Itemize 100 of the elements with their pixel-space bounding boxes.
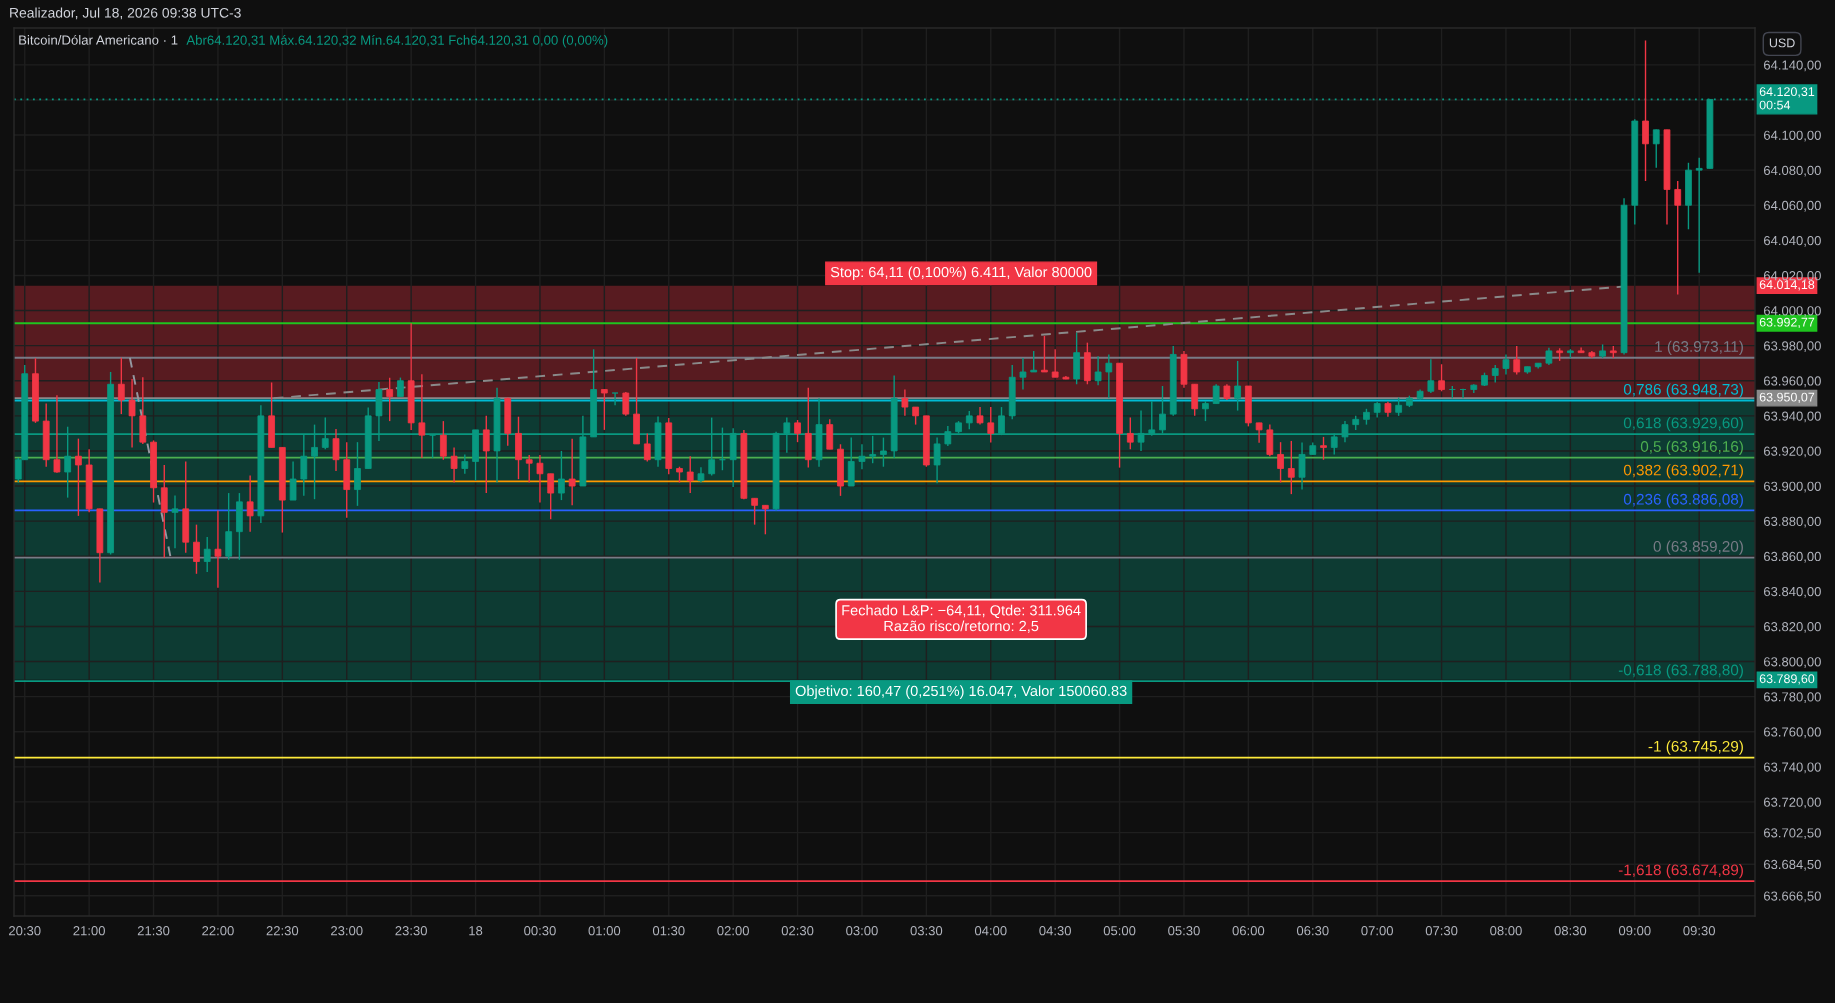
candlestick xyxy=(1395,396,1403,417)
candlestick xyxy=(600,388,608,431)
candlestick xyxy=(246,474,254,533)
x-tick-label: 07:30 xyxy=(1425,926,1458,936)
candlestick xyxy=(1019,357,1027,391)
annotation: 63.992,77 xyxy=(1759,317,1815,329)
x-tick-label: 06:30 xyxy=(1296,926,1329,936)
x-tick-label: 18 xyxy=(469,926,483,936)
candlestick xyxy=(397,376,404,398)
candlestick xyxy=(686,455,694,494)
y-tick-label: 63.860,00 xyxy=(1764,551,1821,563)
x-tick-label: 08:00 xyxy=(1490,926,1522,936)
x-tick-label: 03:00 xyxy=(846,926,878,936)
candlestick xyxy=(450,446,458,484)
x-tick-label: 04:30 xyxy=(1039,926,1071,936)
y-tick-label: 63.900,00 xyxy=(1764,481,1821,493)
y-tick-label: 64.040,00 xyxy=(1764,235,1821,247)
x-tick-label: 02:30 xyxy=(781,926,814,936)
candlestick xyxy=(1502,353,1510,376)
candlestick xyxy=(880,436,887,468)
x-tick-label: 23:00 xyxy=(331,926,363,936)
ref-line-label: 0,236 (63.886,08) xyxy=(1623,493,1743,508)
candlestick xyxy=(214,509,222,589)
candlestick xyxy=(901,388,909,417)
candlestick xyxy=(858,443,866,470)
candlestick xyxy=(1030,350,1038,373)
candlestick xyxy=(1674,180,1682,296)
x-tick-label: 09:30 xyxy=(1683,926,1716,936)
x-tick-label: 22:00 xyxy=(202,926,234,936)
annotation: 63.950,07 xyxy=(1759,392,1815,403)
candlestick xyxy=(1094,355,1102,386)
candlestick xyxy=(525,454,533,484)
candlestick xyxy=(386,377,394,422)
candlestick xyxy=(1438,363,1445,392)
candlestick xyxy=(1051,348,1059,378)
candlestick xyxy=(547,473,555,520)
candlestick xyxy=(418,373,426,459)
x-tick-label: 01:30 xyxy=(652,926,685,936)
candlestick xyxy=(933,436,941,484)
candlestick xyxy=(1212,383,1220,405)
candlestick xyxy=(117,357,125,415)
candlestick xyxy=(289,460,297,501)
ref-line-label: -1,618 (63.674,89) xyxy=(1618,864,1743,879)
candlestick xyxy=(75,437,82,517)
ref-line-label: -0,618 (63.788,80) xyxy=(1618,664,1743,679)
candlestick xyxy=(1513,345,1521,376)
y-tick-label: 63.960,00 xyxy=(1764,376,1821,388)
x-tick-label: 02:00 xyxy=(717,926,749,936)
candlestick xyxy=(332,428,340,472)
candlestick xyxy=(794,419,801,443)
x-tick-label: 05:00 xyxy=(1103,926,1136,936)
x-tick-label: 23:30 xyxy=(395,926,427,936)
x-tick-label: 22:30 xyxy=(266,926,299,936)
candlestick xyxy=(1320,436,1327,461)
candlestick xyxy=(1105,353,1113,399)
candlestick xyxy=(439,420,447,461)
x-tick-label: 01:00 xyxy=(588,926,621,936)
annotation: 63.789,60 xyxy=(1759,674,1815,685)
ref-line-label: 0,5 (63.916,16) xyxy=(1640,440,1743,455)
y-tick-label: 64.080,00 xyxy=(1764,165,1821,177)
annotation: 64.014,18 xyxy=(1759,280,1815,291)
band-label: Stop: 64,11 (0,100%) 6.411, Valor 80000 xyxy=(830,266,1092,281)
candlestick xyxy=(643,432,651,463)
y-tick-label: 63.702,50 xyxy=(1764,828,1821,840)
y-tick-label: 63.666,50 xyxy=(1764,891,1821,903)
ref-line-label: 0,786 (63.948,73) xyxy=(1623,383,1743,398)
candlestick xyxy=(53,394,61,474)
candlestick xyxy=(461,453,469,475)
candlestick xyxy=(1652,128,1660,169)
candlestick xyxy=(1277,441,1284,484)
chart-title: Bitcoin/Dólar Americano · 1 xyxy=(19,34,178,45)
x-tick-label: 03:30 xyxy=(910,926,943,936)
candlestick xyxy=(1287,440,1295,495)
y-tick-label: 63.940,00 xyxy=(1764,411,1821,423)
candlestick xyxy=(761,504,769,535)
y-tick-label: 63.980,00 xyxy=(1764,341,1821,353)
y-tick-label: 64.100,00 xyxy=(1764,130,1821,142)
y-tick-label: 63.840,00 xyxy=(1764,586,1821,598)
y-tick-label: 63.780,00 xyxy=(1764,692,1821,704)
candlestick xyxy=(1298,441,1306,491)
x-tick-label: 08:30 xyxy=(1554,926,1587,936)
x-tick-label: 21:30 xyxy=(137,926,170,936)
ref-line-label: 0 (63.859,20) xyxy=(1653,540,1743,555)
candlestick xyxy=(1695,157,1703,274)
candlestick xyxy=(1255,422,1263,444)
x-tick-label: 09:00 xyxy=(1618,926,1651,936)
x-tick-label: 05:30 xyxy=(1168,926,1200,936)
y-tick-label: 63.880,00 xyxy=(1764,516,1821,528)
text: Realizador, Jul 18, 2026 09:38 UTC-3 xyxy=(10,7,241,20)
ref-line-label: -1 (63.745,29) xyxy=(1648,740,1743,755)
candlestick xyxy=(1202,400,1209,422)
x-tick-label: 20:30 xyxy=(9,926,41,936)
candlestick xyxy=(171,494,179,549)
x-tick-label: 07:00 xyxy=(1361,926,1393,936)
chart-subtitle: Abr64.120,31 Máx.64.120,32 Mín.64.120,31 Fch64.120,31 0,00 (0,00%) xyxy=(186,34,608,48)
ref-line-label: 0,618 (63.929,60) xyxy=(1623,417,1743,432)
candlestick xyxy=(354,441,361,507)
ref-line-label: 0,382 (63.902,71) xyxy=(1623,464,1743,479)
y-tick-label: 63.920,00 xyxy=(1764,446,1821,458)
candlestick xyxy=(1126,416,1134,450)
